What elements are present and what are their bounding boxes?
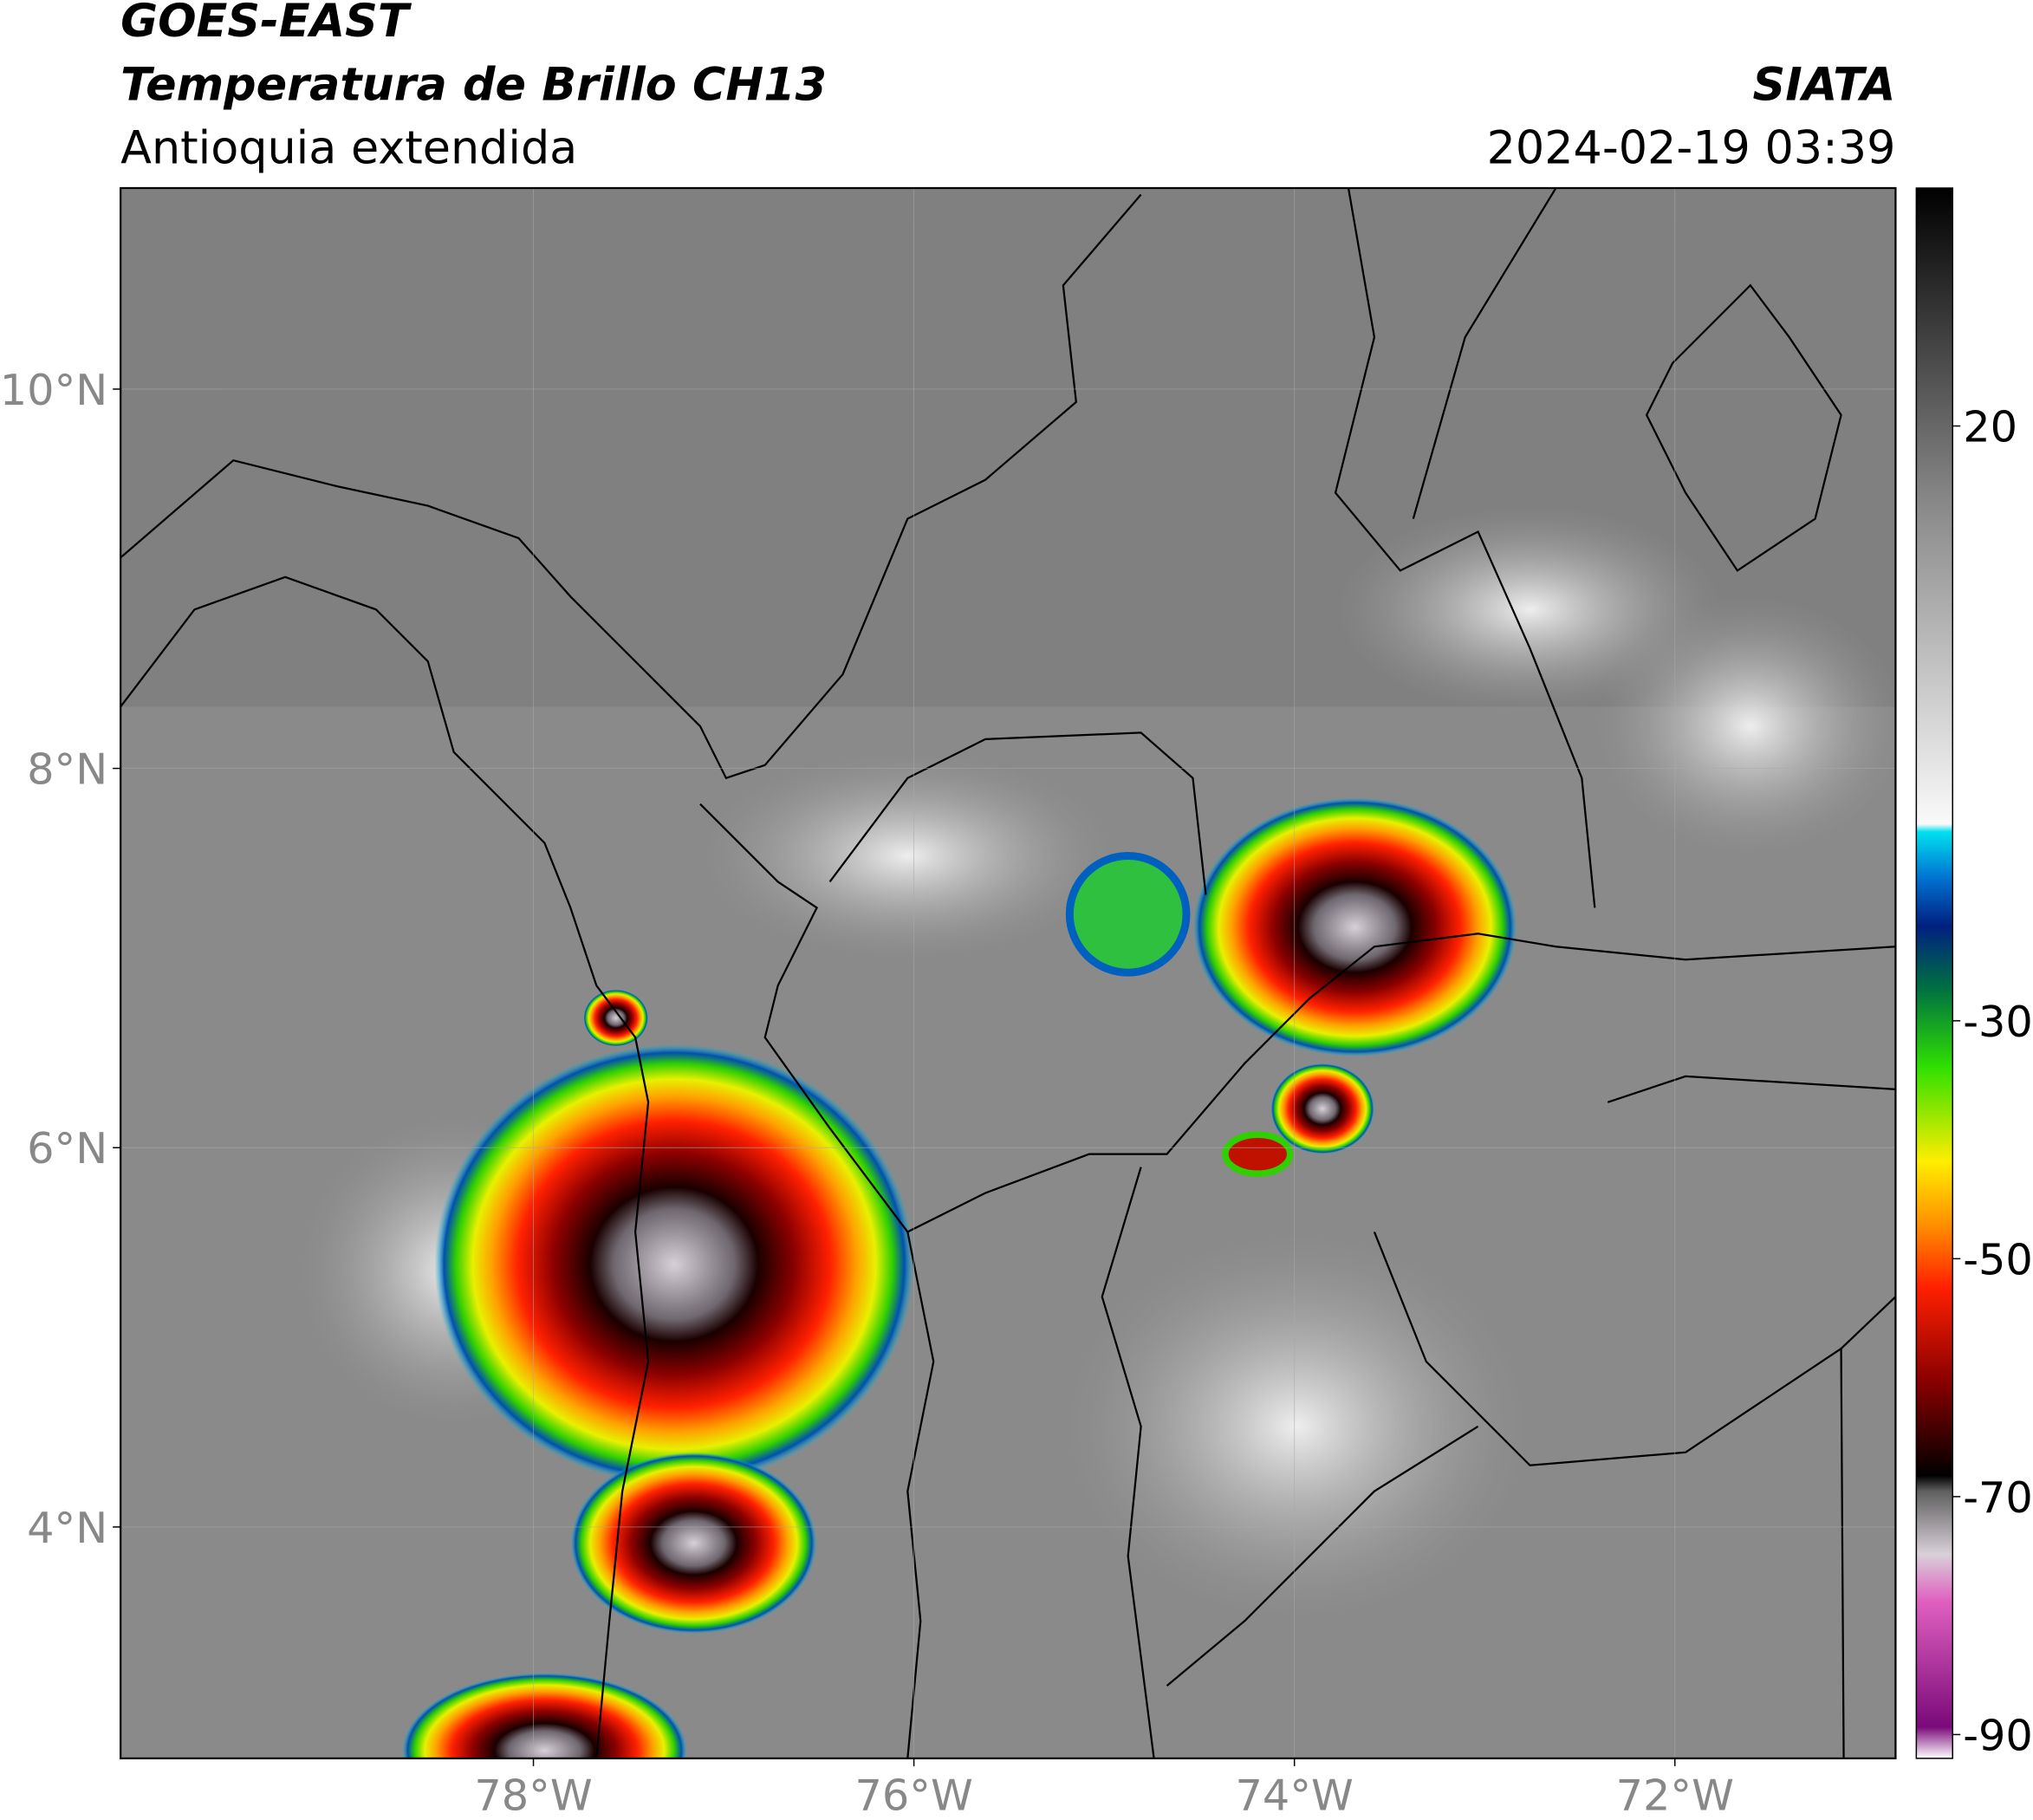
- y-tick-label: 10°N: [0, 365, 107, 415]
- satellite-image: [120, 188, 1896, 1758]
- colorbar-tick-label: 20: [1963, 401, 2017, 452]
- colorbar: [1915, 187, 1953, 1759]
- colorbar-tick-label: -70: [1963, 1472, 2033, 1523]
- source: SIATA: [1753, 58, 1896, 111]
- colorbar-tick-label: -50: [1963, 1234, 2033, 1284]
- title: GOES-EAST: [120, 0, 412, 48]
- x-tick-label: 76°W: [854, 1771, 972, 1820]
- subtitle: Temperatura de Brillo CH13: [120, 58, 827, 111]
- x-tick-label: 78°W: [474, 1771, 592, 1820]
- y-tick-label: 4°N: [27, 1503, 107, 1553]
- region: Antioquia extendida: [120, 122, 577, 175]
- map-frame: [120, 186, 1897, 1759]
- colorbar-tick-label: -90: [1963, 1710, 2033, 1760]
- x-tick-label: 72°W: [1616, 1771, 1734, 1820]
- y-tick-label: 8°N: [27, 744, 107, 795]
- x-tick-label: 74°W: [1236, 1771, 1354, 1820]
- y-tick-label: 6°N: [27, 1123, 107, 1173]
- graticule: [120, 188, 1896, 1758]
- colorbar-tick-label: -30: [1963, 997, 2033, 1047]
- datetime: 2024-02-19 03:39: [1487, 122, 1896, 175]
